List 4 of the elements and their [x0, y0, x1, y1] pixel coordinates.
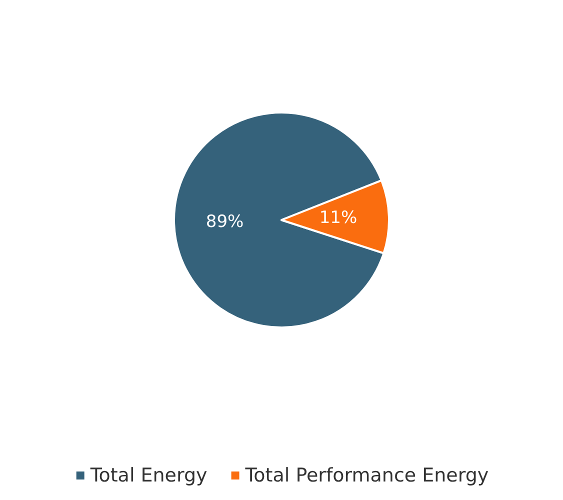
legend-label: Total Performance Energy: [244, 464, 489, 486]
data-label: 11%: [319, 208, 358, 228]
data-label: 89%: [206, 212, 244, 232]
legend-label: Total Energy: [89, 464, 208, 486]
